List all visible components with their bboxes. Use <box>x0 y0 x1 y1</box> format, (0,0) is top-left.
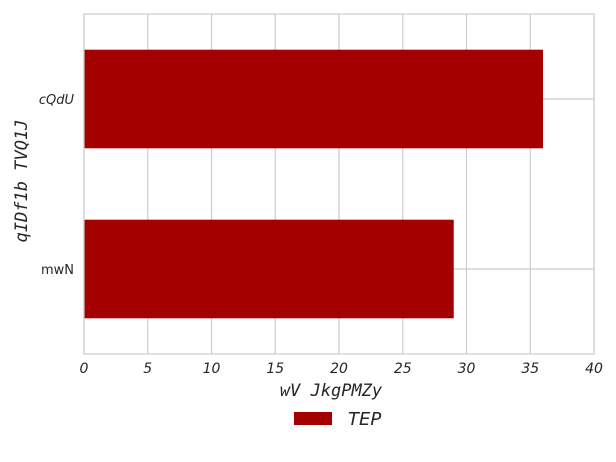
x-tick-labels: 0 5 10 15 20 25 30 35 40 <box>80 361 603 377</box>
y-axis-title: qIDf1b TVQ1J <box>12 120 32 243</box>
legend: TEP <box>294 409 381 430</box>
plot-frame <box>83 13 595 355</box>
x-tick-label-35: 35 <box>521 361 539 377</box>
x-tick-label-15: 15 <box>266 361 284 377</box>
legend-label-tep: TEP <box>348 409 381 430</box>
x-tick-label-30: 30 <box>458 361 476 377</box>
x-tick-label-0: 0 <box>80 361 89 377</box>
x-axis-title: wV JkgPMZy <box>280 381 383 401</box>
y-tick-labels: cQdU mwN <box>39 93 75 278</box>
bar-mwn <box>84 219 454 319</box>
x-tick-label-40: 40 <box>585 361 603 377</box>
x-tick-label-10: 10 <box>203 361 221 377</box>
x-tick-label-5: 5 <box>143 361 152 377</box>
x-tick-label-25: 25 <box>394 361 412 377</box>
bar-cqdu <box>84 49 543 149</box>
y-tick-label-mwn: mwN <box>41 263 74 278</box>
x-tick-label-20: 20 <box>330 361 348 377</box>
y-tick-label-cqdu: cQdU <box>39 93 75 108</box>
bars <box>84 49 543 319</box>
legend-swatch-tep <box>294 412 332 425</box>
